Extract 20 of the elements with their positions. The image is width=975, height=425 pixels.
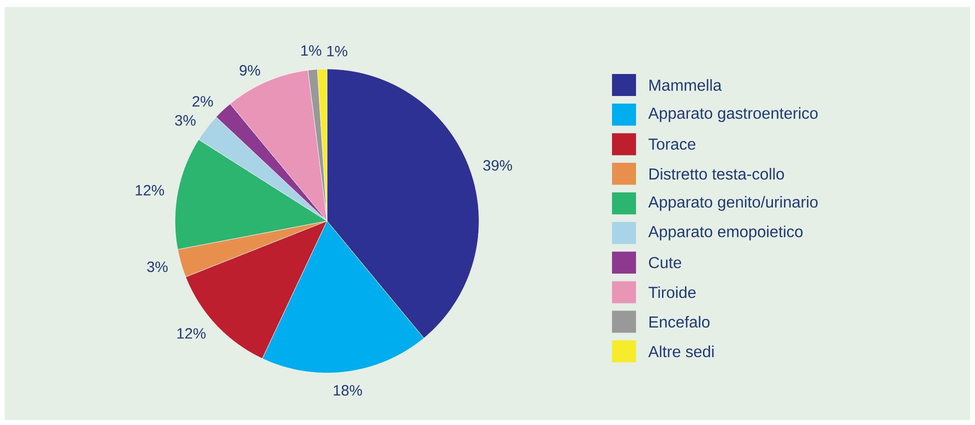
data-label: 9% [240,65,260,76]
legend-label: Apparato emopoietico [648,226,803,240]
data-label: 3% [175,115,196,126]
legend-label: Encefalo [650,316,710,328]
legend-label: Altre sedi [648,346,714,358]
data-label: 2% [192,96,213,107]
data-label: 1% [301,45,322,56]
data-label: 18% [334,385,362,396]
legend-label: Mammella [650,79,722,91]
legend-label: Apparato gastroenterico [648,107,818,122]
data-label: 3% [147,262,168,272]
data-label: 12% [177,328,206,339]
legend-label: Apparato genito/urinario [648,196,818,211]
data-label: 39% [483,160,512,171]
legend-label: Cute [649,256,682,268]
legend-label: Tiroide [648,286,696,298]
data-label: 12% [136,184,164,196]
legend-label: Torace [648,138,696,150]
data-label: 1% [327,46,348,56]
legend-label: Distretto testa-collo [650,168,784,180]
